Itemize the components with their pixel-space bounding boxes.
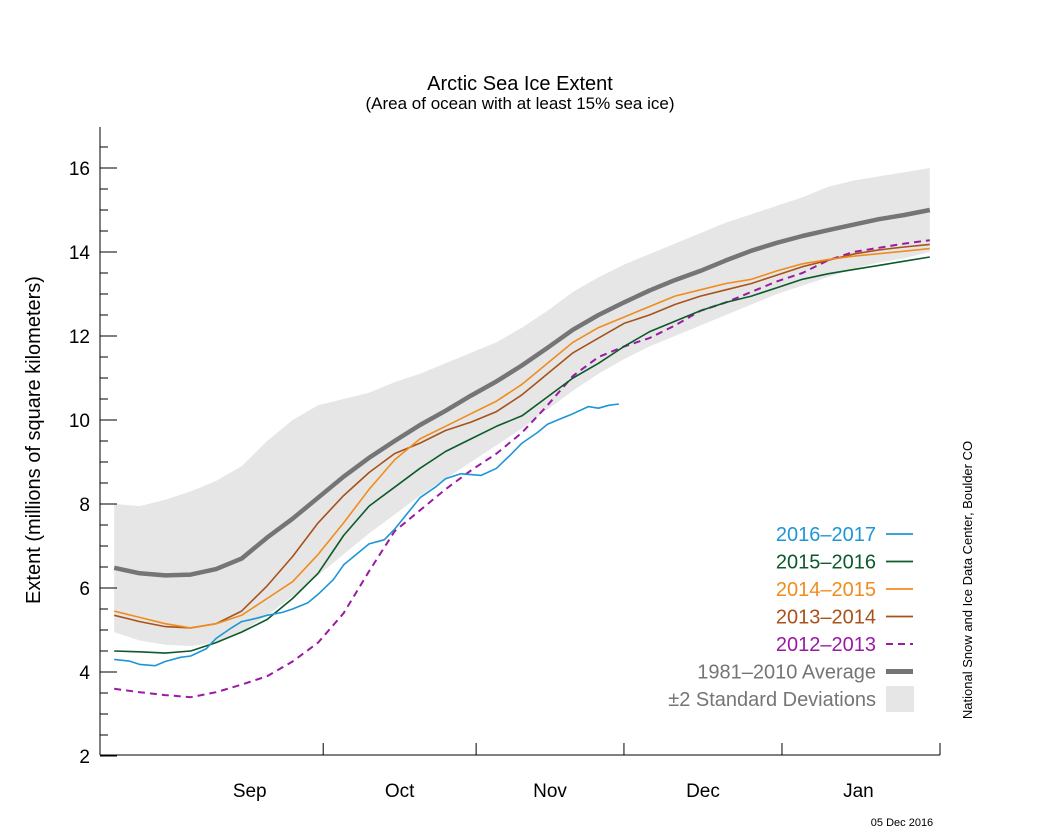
y-tick-label: 2 [79,747,90,768]
chart-subtitle: (Area of ocean with at least 15% sea ice… [366,94,675,113]
y-tick-label: 14 [69,243,91,264]
y-tick-label: 6 [79,579,90,600]
legend-label: 1981–2010 Average [697,662,876,684]
y-tick-label: 12 [69,327,90,348]
y-tick-label: 16 [69,159,90,180]
chart-title: Arctic Sea Ice Extent [427,73,613,95]
legend-label: 2016–2017 [776,524,876,546]
credit-text: National Snow and Ice Data Center, Bould… [960,441,975,719]
stddev-band [114,168,930,646]
average-line [113,207,931,578]
y-tick-label: 4 [79,663,90,684]
x-tick-label: Oct [385,781,415,802]
series-2014-2015-legend-item: 2014–2015 [776,579,913,601]
x-tick-label: Sep [233,781,267,802]
series-2015-2016-line [114,256,930,654]
y-tick-label: 8 [79,495,90,516]
legend-label: 2013–2014 [776,607,876,629]
legend: 2016–2017 2015–2016 2014–2015 2013–2014 2012… [668,524,914,712]
legend-label: ±2 Standard Deviations [668,689,876,711]
series-2013-2014-legend-item: 2013–2014 [776,607,913,629]
series-2016-2017-legend-item: 2016–2017 [776,524,913,546]
y-axis-label: Extent (millions of square kilometers) [23,276,45,604]
series-2012-2013-legend-item: 2012–2013 [776,634,913,656]
x-tick-label: Dec [686,781,720,802]
series-2014-2015-line [114,247,930,629]
stddev-legend-item: ±2 Standard Deviations [668,686,914,712]
legend-swatch [886,686,914,712]
series-2012-2013-line [114,239,930,699]
legend-label: 2012–2013 [776,634,876,656]
series-2016-2017-line [114,403,620,667]
y-tick-label: 10 [69,411,90,432]
series-2015-2016-legend-item: 2015–2016 [776,552,913,574]
series-2013-2014-line [114,243,930,629]
date-stamp: 05 Dec 2016 [871,817,933,829]
legend-label: 2014–2015 [776,579,876,601]
axes: 2 4 6 8 10 12 14 16 Sep Oct Nov Dec Jan [69,127,941,802]
legend-label: 2015–2016 [776,552,876,574]
plot-area [113,168,931,699]
average-legend-item: 1981–2010 Average [697,662,913,684]
x-tick-label: Jan [843,781,874,802]
x-tick-label: Nov [533,781,567,802]
